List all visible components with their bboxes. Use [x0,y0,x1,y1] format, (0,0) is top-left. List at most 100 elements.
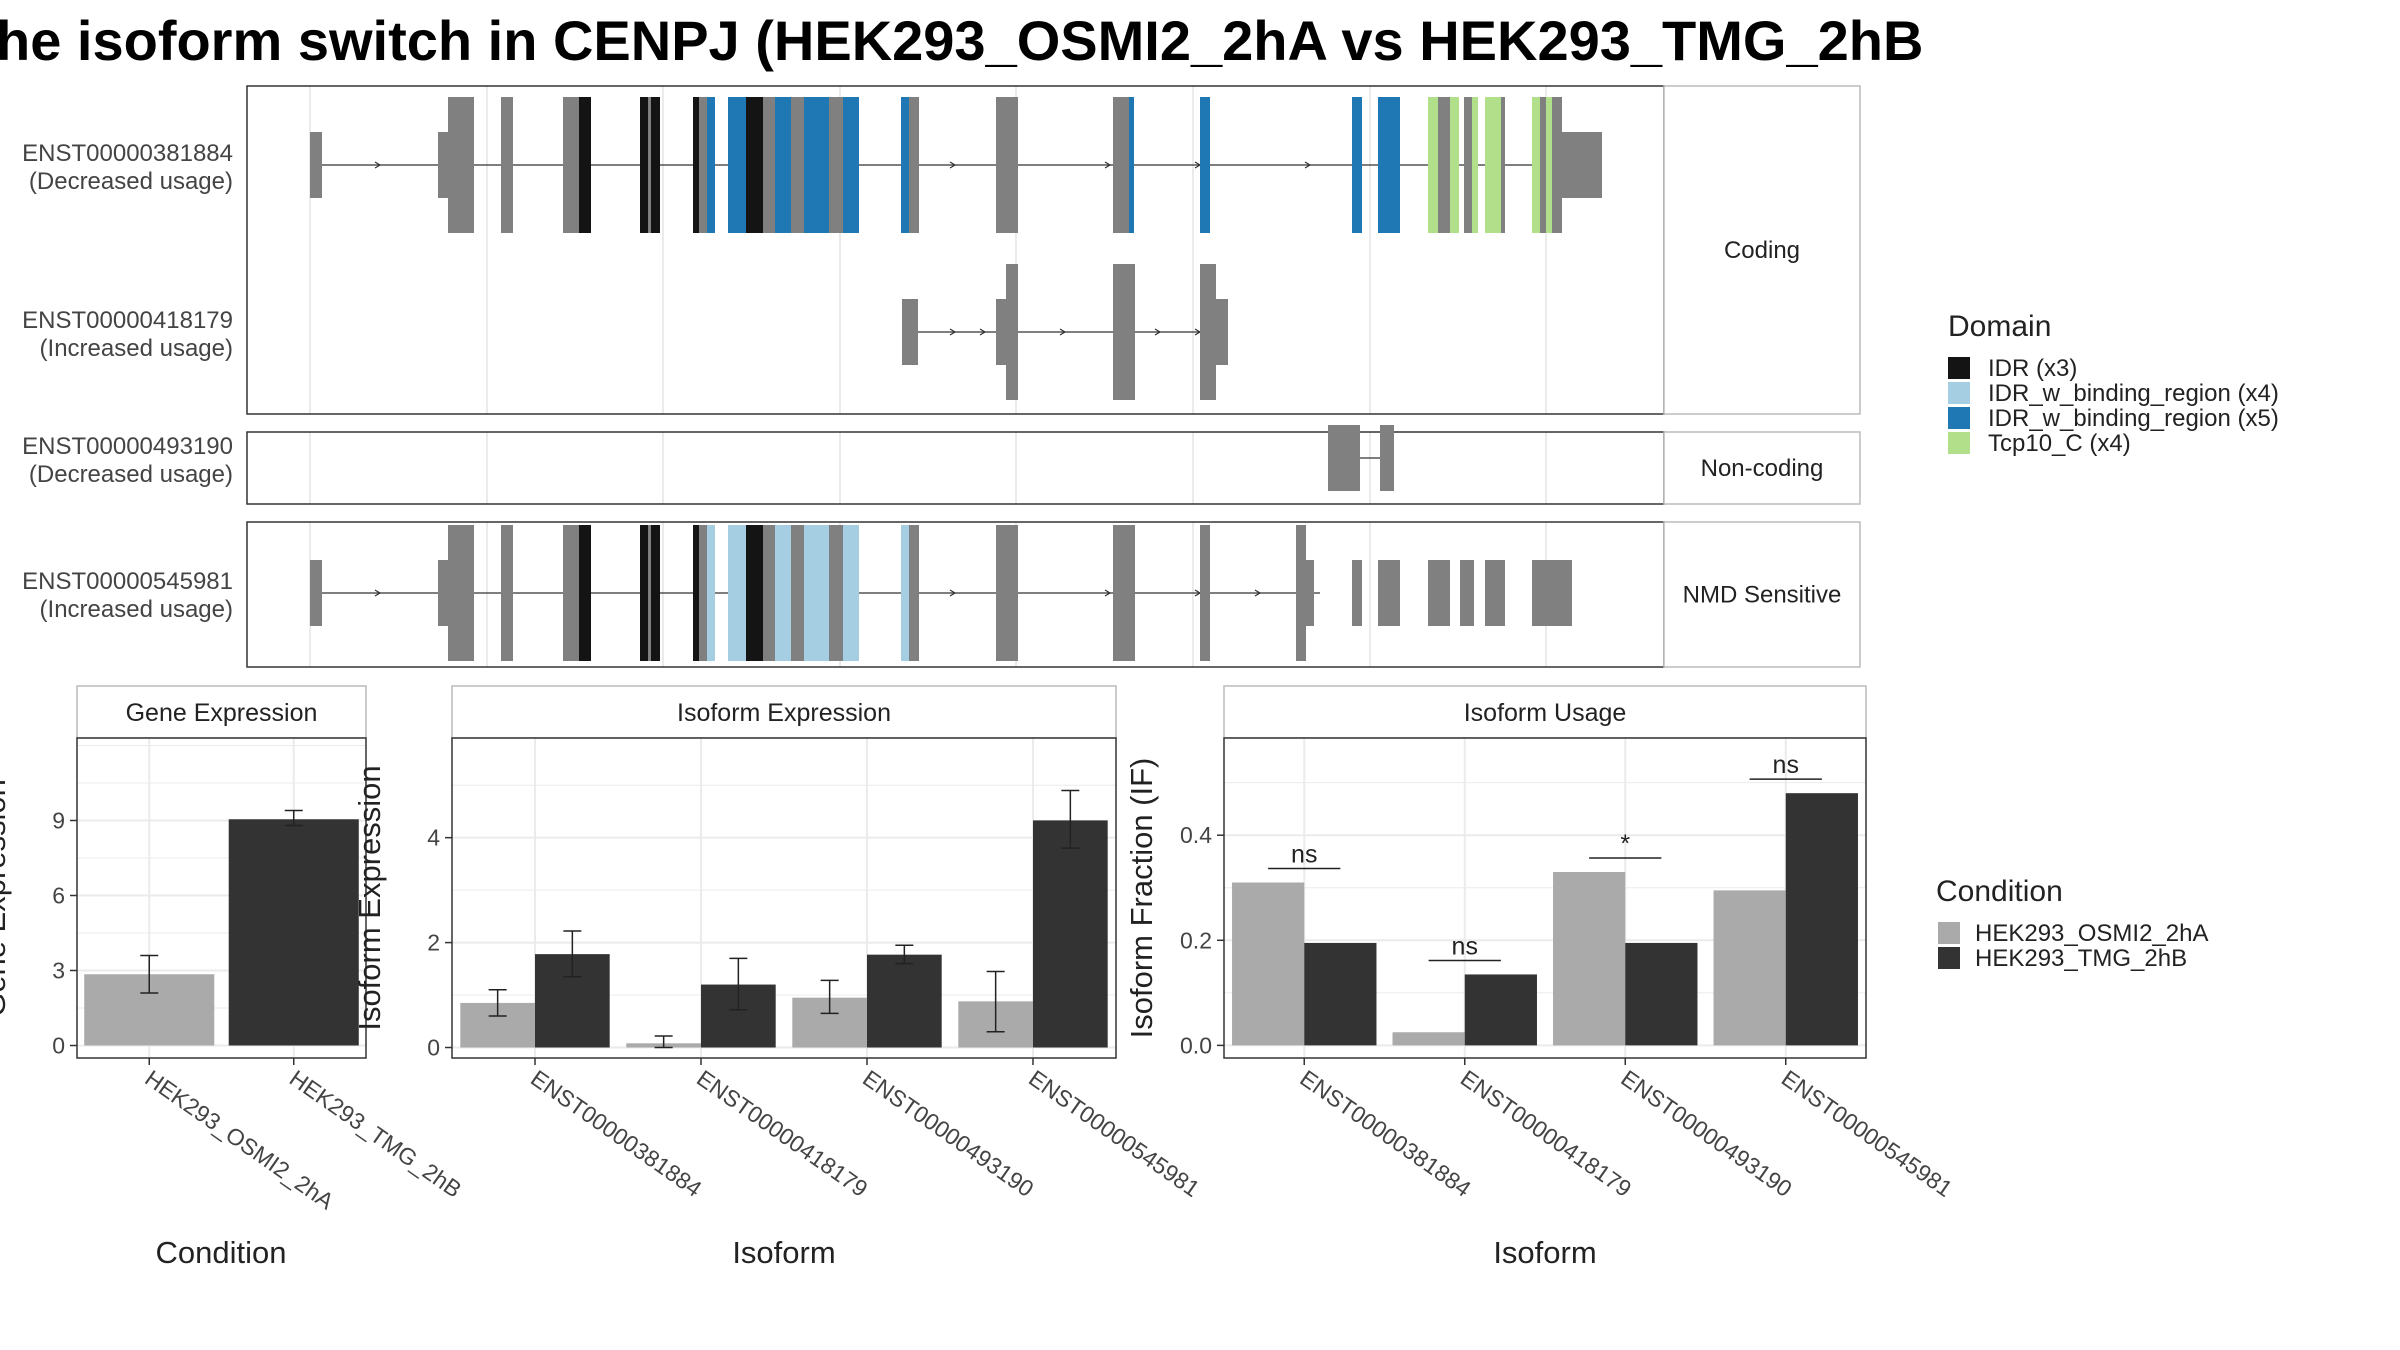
exon-block [829,97,843,233]
strand-arrow [949,328,957,336]
exon-block [707,525,715,661]
bar-panel: Gene Expression0369HEK293_OSMI2_2hAHEK29… [0,685,466,1270]
exon-block [791,97,804,233]
gene-structure-panel: Coding Non-coding NMD Sensitive ENST0000038… [22,85,1861,668]
exon-block [563,525,579,661]
bar [1392,1032,1465,1046]
plot-border [451,737,1117,1059]
domain-legend-swatch [1948,432,1970,454]
exon-block [448,525,474,661]
domain-legend-swatch [1948,407,1970,429]
exon-block [1501,97,1505,233]
exon-block [640,525,648,661]
bar [1785,793,1858,1046]
exon-block [1428,97,1438,233]
y-axis-title: Isoform Fraction (IF) [1124,758,1159,1039]
domain-legend-swatch [1948,382,1970,404]
bar [867,954,942,1048]
panel-strip [1223,685,1867,739]
exon-block [996,525,1018,661]
strand-arrow [1059,328,1067,336]
panel-title: Isoform Usage [1464,699,1627,727]
exon-block [699,525,707,661]
exon-block [1296,525,1306,661]
bar [228,819,359,1046]
bar [1713,890,1786,1046]
exon-block [996,299,1006,365]
exon-block [1200,264,1216,400]
facet-strip-label: NMD Sensitive [1683,582,1842,609]
exon-block [1380,425,1394,491]
exon-block [1200,97,1210,233]
significance-label: ns [1291,840,1317,868]
exon-block [746,97,751,233]
exon-block [843,525,859,661]
x-tick-label: ENST00000545981 [1777,1065,1957,1202]
condition-legend-title: Condition [1936,875,2063,908]
exon-block [501,97,513,233]
y-tick-label: 0.4 [1180,822,1212,848]
domain-legend-title: Domain [1948,310,2051,343]
exon-block [1378,560,1400,626]
exon-block [909,97,919,233]
x-tick-label: ENST00000418179 [692,1065,872,1202]
facet-panel-bg [247,522,1664,667]
bar [1232,882,1305,1046]
exon-block [1328,425,1360,491]
strand-arrow [374,589,382,597]
strand-arrow [1304,161,1312,169]
exon-block [1378,97,1400,233]
y-axis-title: Gene Expression [0,779,12,1017]
transcript-usage-label: (Decreased usage) [29,461,233,488]
x-tick-label: ENST00000545981 [1024,1065,1204,1202]
transcript-usage-label: (Decreased usage) [29,168,233,195]
exon-block [1562,132,1602,198]
exon-block [909,525,919,661]
y-tick-label: 2 [427,930,440,956]
exon-block [1472,97,1478,233]
y-tick-label: 0 [52,1033,65,1059]
exon-block [728,97,746,233]
exon-block [438,132,448,198]
exon-block [763,97,775,233]
panel-title: Gene Expression [126,699,318,727]
exon-block [751,525,763,661]
exon-block [699,97,707,233]
domain-legend-swatch [1948,357,1970,379]
x-axis-title: Isoform [732,1235,835,1270]
exon-block [579,525,591,661]
exon-block [775,97,791,233]
condition-legend-label: HEK293_OSMI2_2hA [1975,920,2208,947]
plot-border [76,737,367,1059]
bar [1033,820,1108,1048]
significance-label: * [1620,830,1630,858]
x-tick-label: ENST00000381884 [526,1065,707,1202]
bar [1464,974,1537,1046]
exon-block [1438,97,1450,233]
exon-block [438,560,448,626]
strand-arrow [1254,589,1262,597]
y-tick-label: 4 [427,825,440,851]
page-title: he isoform switch in CENPJ (HEK293_OSMI2… [0,9,1924,72]
exon-block [901,97,909,233]
domain-legend-label: Tcp10_C (x4) [1988,430,2131,457]
strand-arrow [949,161,957,169]
panel-strip [76,685,367,739]
transcript-id-label: ENST00000381884 [22,140,233,167]
exon-block [791,525,804,661]
exon-block [1546,97,1552,233]
bar-panel: Isoform Usage 0.0 0.2 0.4 ns ns * ns ENST0000038… [1124,685,1957,1270]
x-axis-title: Condition [156,1235,287,1270]
exon-block [804,525,829,661]
exon-block [1006,264,1018,400]
exon-block [1464,97,1472,233]
facet-strip [1663,521,1861,668]
facet-panel-bg [247,86,1664,414]
exon-block [1352,560,1362,626]
exon-block [1460,560,1474,626]
exon-block [1493,97,1501,233]
exon-block [310,132,322,198]
